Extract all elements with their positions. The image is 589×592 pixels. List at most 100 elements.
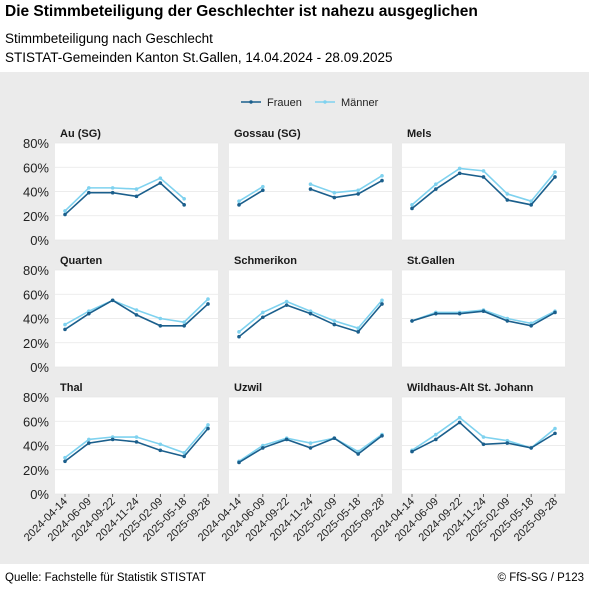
panel-title: Quarten [60,255,102,267]
data-point-frauen [87,311,91,316]
chart-subtitle-scope: STISTAT-Gemeinden Kanton St.Gallen, 14.0… [5,50,393,65]
data-point-maenner [158,442,163,447]
data-point-maenner [308,182,313,187]
data-point-maenner [380,173,384,178]
data-point-frauen [308,446,313,450]
data-point-maenner [434,182,438,187]
series-line-maenner [64,177,185,212]
y-tick-label: 20% [23,463,49,478]
panel-title: Au (SG) [60,128,101,140]
data-point-frauen [134,313,139,317]
data-point-maenner [529,199,533,203]
series-line-frauen [238,189,264,206]
data-point-frauen [553,431,557,436]
series-line-frauen [310,179,383,199]
data-point-maenner [158,316,163,321]
data-point-maenner [182,320,186,324]
legend-marker-1 [323,100,327,104]
y-tick-label: 60% [23,414,49,429]
panel-title: Gossau (SG) [234,128,301,140]
y-tick-label: 60% [23,160,49,175]
y-tick-label: 80% [23,136,49,151]
data-point-maenner [505,192,510,196]
data-point-frauen [182,454,186,459]
y-tick-label: 40% [23,439,49,454]
data-point-frauen [380,178,384,183]
data-point-frauen [529,323,533,328]
panel-title: Uzwil [234,382,262,394]
data-point-frauen [553,310,557,315]
legend-marker-0 [249,100,253,104]
data-point-frauen [237,203,241,207]
panel-title: Schmerikon [234,255,297,267]
y-tick-label: 60% [23,287,49,302]
data-point-frauen [237,334,241,339]
data-point-maenner [481,435,486,439]
data-point-frauen [457,420,462,425]
data-point-frauen [87,190,91,195]
data-point-frauen [206,426,210,431]
data-point-maenner [457,166,462,171]
panel-title: Mels [407,128,431,140]
panel-title: Thal [60,382,83,394]
data-point-maenner [63,455,67,460]
data-point-maenner [410,203,414,207]
data-point-frauen [110,437,115,442]
data-point-maenner [261,184,265,189]
y-tick-label: 0% [30,233,49,248]
y-tick-label: 20% [23,336,49,351]
series-line-maenner [310,175,383,194]
data-point-frauen [261,188,265,193]
data-point-maenner [63,322,67,327]
data-point-maenner [87,437,91,442]
y-tick-label: 80% [23,390,49,405]
data-point-maenner [356,326,360,331]
data-point-frauen [134,194,139,199]
data-point-maenner [87,186,91,190]
data-point-frauen [110,298,115,303]
y-tick-label: 80% [23,263,49,278]
chart-subtitle: Stimmbeteiligung nach Geschlecht [5,31,213,46]
data-point-frauen [505,319,510,323]
data-point-frauen [134,440,139,444]
data-point-frauen [380,302,384,306]
data-point-frauen [505,441,510,445]
data-point-frauen [529,203,533,207]
data-point-maenner [434,432,438,437]
data-point-maenner [356,188,360,193]
data-point-maenner [206,297,210,301]
data-point-maenner [206,423,210,427]
y-tick-label: 0% [30,360,49,375]
data-point-maenner [380,298,384,303]
data-point-frauen [505,198,510,202]
data-point-maenner [481,169,486,173]
data-point-frauen [332,322,337,327]
data-point-frauen [63,327,67,332]
data-point-frauen [380,434,384,438]
data-point-frauen [457,171,462,176]
data-point-maenner [110,186,115,190]
data-point-maenner [308,441,313,445]
data-point-frauen [356,192,360,196]
copyright-note: © FfS-SG / P123 [497,572,584,584]
data-point-frauen [308,187,313,191]
data-point-frauen [457,311,462,316]
data-point-maenner [182,196,186,201]
legend-label-1: Männer [341,97,379,109]
data-point-frauen [529,446,533,450]
data-point-frauen [182,323,186,328]
y-tick-label: 40% [23,312,49,327]
data-point-frauen [158,448,163,453]
data-point-maenner [158,176,163,180]
series-line-maenner [238,185,264,202]
data-point-frauen [261,446,265,450]
data-point-frauen [284,437,289,442]
data-point-frauen [434,437,438,442]
source-note: Quelle: Fachstelle für Statistik STISTAT [5,572,206,584]
data-point-frauen [237,460,241,465]
data-point-maenner [237,330,241,334]
data-point-frauen [158,181,163,185]
series-line-frauen [64,182,185,216]
data-point-maenner [237,199,241,203]
